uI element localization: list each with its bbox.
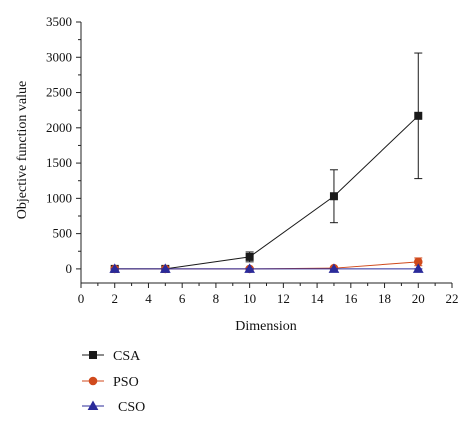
legend-label: CSO <box>118 400 145 415</box>
x-tick-label: 20 <box>412 291 425 306</box>
x-tick-label: 0 <box>78 291 85 306</box>
series-line <box>114 261 419 270</box>
data-point <box>412 263 424 273</box>
legend-marker <box>87 400 99 410</box>
legend-label: PSO <box>113 375 139 390</box>
y-tick-label: 0 <box>66 261 73 276</box>
data-point <box>329 192 338 201</box>
x-tick-label: 12 <box>277 291 290 306</box>
x-tick-label: 18 <box>378 291 391 306</box>
legend-marker <box>88 376 98 386</box>
x-tick-label: 10 <box>243 291 256 306</box>
data-point <box>414 111 423 120</box>
y-tick-label: 2000 <box>46 120 72 135</box>
x-axis-title: Dimension <box>235 319 296 334</box>
legend-label: CSA <box>113 349 141 364</box>
y-tick-label: 1000 <box>46 190 72 205</box>
y-tick-label: 2500 <box>46 85 72 100</box>
data-point <box>328 263 340 273</box>
legend-marker <box>89 351 97 359</box>
x-tick-label: 2 <box>111 291 118 306</box>
x-tick-label: 8 <box>213 291 220 306</box>
x-tick-label: 14 <box>311 291 325 306</box>
legend: CSA PSO CSO <box>82 349 145 415</box>
y-tick-label: 3500 <box>46 14 72 29</box>
data-point <box>244 263 255 273</box>
data-point <box>245 252 254 261</box>
x-tick-label: 4 <box>145 291 152 306</box>
series-line <box>114 115 419 270</box>
data-point <box>109 263 121 273</box>
y-axis-title: Objective function value <box>15 81 30 219</box>
x-tick-label: 22 <box>446 291 459 306</box>
y-tick-label: 1500 <box>46 155 72 170</box>
data-point <box>159 263 171 273</box>
x-tick-label: 6 <box>179 291 186 306</box>
x-tick-label: 16 <box>344 291 358 306</box>
series-pso <box>110 257 423 274</box>
y-tick-label: 3000 <box>46 49 72 64</box>
axes: 0 2 4 6 8 10 12 14 16 18 20 22 0 500 1000 1500 2000 2500 3… <box>46 14 459 306</box>
legend-item-csa: CSA <box>82 349 141 364</box>
series-csa <box>110 52 423 273</box>
legend-item-pso: PSO <box>82 375 139 390</box>
series-layer <box>109 52 424 274</box>
legend-item-cso: CSO <box>82 400 145 415</box>
series-cso <box>109 263 424 273</box>
y-tick-label: 500 <box>53 226 73 241</box>
